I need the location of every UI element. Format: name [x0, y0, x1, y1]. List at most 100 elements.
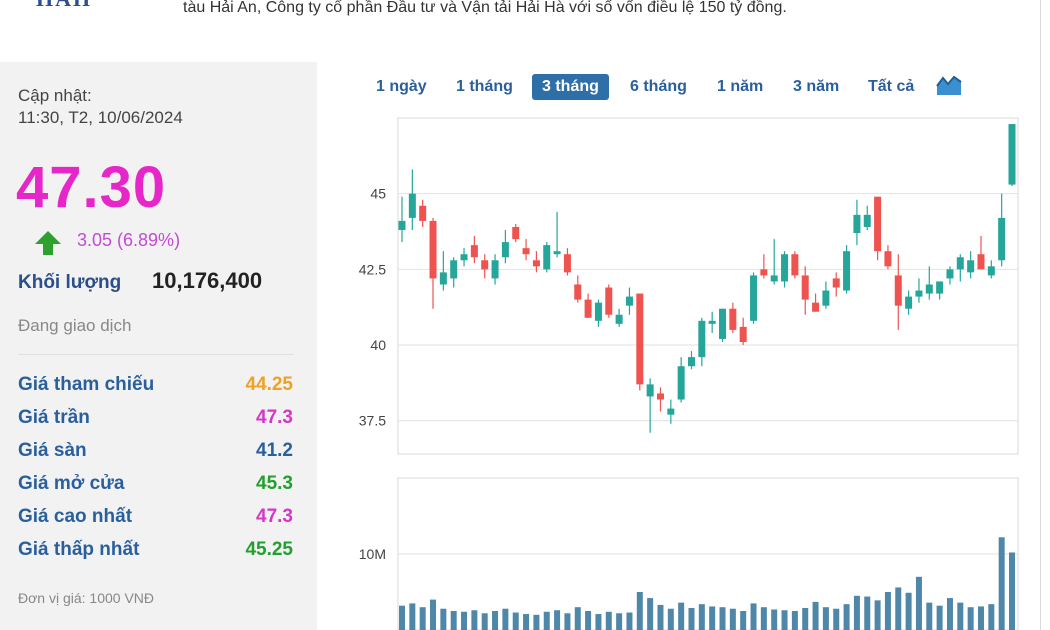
- volume-bar: [977, 606, 984, 630]
- ref-price-label: Giá tham chiếu: [18, 374, 155, 395]
- tab-1-day[interactable]: 1 ngày: [376, 78, 427, 95]
- ref-price-value: 44.25: [245, 374, 293, 395]
- candle-body: [543, 245, 551, 270]
- volume-bar: [616, 613, 623, 630]
- candle-body: [667, 408, 675, 415]
- volume-bar: [678, 602, 685, 630]
- candle-body: [998, 217, 1006, 261]
- volume-tick-label: 10M: [359, 546, 386, 562]
- tab-all[interactable]: Tất cả: [868, 78, 915, 95]
- candle-body: [956, 257, 964, 270]
- volume-bar: [988, 604, 995, 630]
- volume-label: Khối lượng: [18, 272, 122, 293]
- candle-body: [894, 275, 902, 306]
- open-price-label: Giá mở cửa: [18, 473, 125, 494]
- volume-value: 10,176,400: [152, 268, 263, 293]
- volume-bar: [533, 614, 540, 630]
- candle-body: [853, 214, 861, 234]
- volume-bar: [440, 608, 447, 630]
- volume-bar: [915, 576, 922, 630]
- floor-price-value: 41.2: [256, 440, 293, 461]
- price-tick-label: 45: [370, 186, 386, 202]
- price-unit-note: Đơn vị giá: 1000 VNĐ: [18, 590, 155, 606]
- volume-bar: [905, 592, 912, 630]
- candle-body: [739, 326, 747, 342]
- volume-bar: [853, 595, 860, 630]
- candle-body: [719, 308, 727, 339]
- volume-bar: [512, 612, 519, 630]
- volume-bar: [760, 607, 767, 630]
- candle-body: [987, 266, 995, 276]
- candle-body: [656, 393, 664, 400]
- volume-bar: [409, 603, 416, 630]
- candle-body: [708, 320, 716, 324]
- volume-bar: [884, 592, 891, 630]
- volume-bar: [492, 611, 499, 630]
- tab-6-months[interactable]: 6 tháng: [630, 78, 687, 95]
- volume-bar: [946, 598, 953, 630]
- volume-bar: [636, 592, 643, 630]
- volume-bar: [843, 604, 850, 630]
- tab-3-months[interactable]: 3 tháng: [532, 74, 609, 100]
- volume-bar: [450, 611, 457, 630]
- volume-bar: [771, 609, 778, 630]
- open-price-value: 45.3: [256, 473, 293, 494]
- up-arrow-icon: [35, 231, 61, 255]
- volume-bar: [626, 612, 633, 630]
- volume-bar: [543, 611, 550, 630]
- high-price-value: 47.3: [256, 506, 293, 527]
- candle-body: [781, 254, 789, 282]
- candle-body: [481, 260, 489, 270]
- tab-3-years[interactable]: 3 năm: [793, 78, 840, 95]
- price-tick-label: 40: [370, 337, 386, 353]
- volume-bar: [967, 607, 974, 630]
- candle-body: [460, 254, 468, 261]
- company-logo: HAH: [36, 0, 92, 12]
- candle-body: [615, 314, 623, 324]
- candle-body: [677, 366, 685, 400]
- ceiling-price-label: Giá trần: [18, 407, 90, 428]
- candle-body: [1008, 124, 1016, 185]
- candle-body: [967, 260, 975, 273]
- candle-body: [812, 302, 820, 312]
- tab-1-year[interactable]: 1 năm: [717, 78, 764, 95]
- candle-body: [563, 254, 571, 273]
- volume-bar: [864, 596, 871, 630]
- candle-body: [532, 260, 540, 267]
- volume-bar: [419, 607, 426, 630]
- tab-1-month[interactable]: 1 tháng: [456, 78, 513, 95]
- volume-bar: [554, 610, 561, 630]
- candle-body: [429, 220, 437, 279]
- candle-body: [625, 296, 633, 306]
- volume-bar: [574, 607, 581, 630]
- volume-bar: [399, 605, 405, 630]
- area-chart-icon[interactable]: [936, 74, 962, 96]
- candle-body: [522, 248, 530, 255]
- volume-bar: [502, 608, 509, 630]
- volume-bar: [750, 603, 757, 630]
- candle-body: [594, 302, 602, 321]
- volume-bar: [822, 607, 829, 630]
- candle-body: [450, 260, 458, 279]
- candle-body: [408, 193, 416, 218]
- candle-body: [584, 299, 592, 318]
- candle-body: [419, 205, 427, 221]
- low-price-label: Giá thấp nhất: [18, 539, 140, 560]
- candle-body: [977, 254, 985, 270]
- candle-body: [925, 284, 933, 294]
- candle-body: [605, 287, 613, 315]
- volume-bar: [481, 613, 488, 630]
- volume-bar: [791, 611, 798, 630]
- company-description: tàu Hải An, Công ty cổ phần Đầu tư và Vậ…: [183, 0, 787, 16]
- current-price: 47.30: [16, 155, 167, 220]
- volume-bar: [585, 611, 592, 630]
- divider: [18, 354, 294, 355]
- candle-body: [791, 254, 799, 276]
- candle-body: [936, 281, 944, 294]
- candle-body: [687, 357, 695, 367]
- candle-body: [874, 196, 882, 252]
- candle-body: [491, 260, 499, 279]
- candle-body: [501, 242, 509, 258]
- volume-bar: [740, 611, 747, 630]
- volume-bar: [957, 602, 964, 630]
